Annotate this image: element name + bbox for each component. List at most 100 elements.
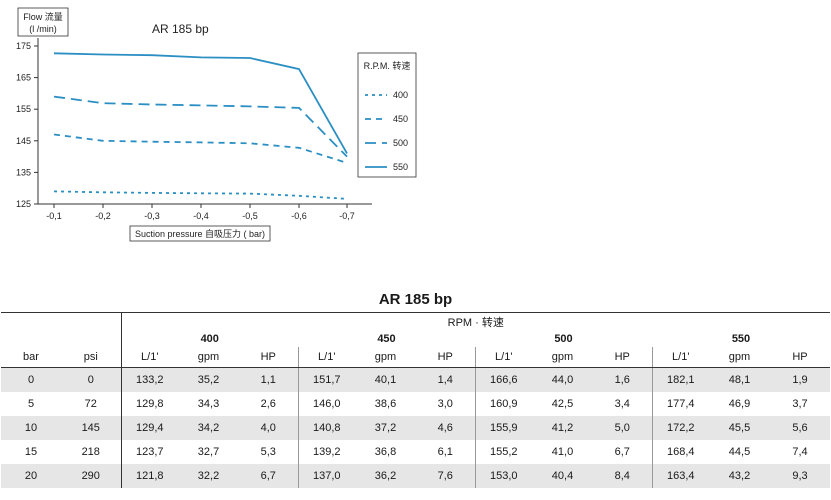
legend-title: R.P.M. 转速 xyxy=(364,60,411,71)
table-cell: 163,4 xyxy=(651,464,709,488)
table-cell: 182,1 xyxy=(651,367,709,392)
table-cell: 0 xyxy=(1,367,61,392)
table-cell: 155,2 xyxy=(474,440,532,464)
col-header-450-l: L/1' xyxy=(297,347,355,368)
rpm-group-500: 500 xyxy=(554,333,573,345)
table-cell: 34,2 xyxy=(178,416,239,440)
table-cell: 48,1 xyxy=(709,367,770,392)
xlabel: Suction pressure 自吸压力 ( bar) xyxy=(135,228,265,239)
table-cell: 8,4 xyxy=(593,464,652,488)
table-cell: 133,2 xyxy=(120,367,178,392)
table-cell: 123,7 xyxy=(120,440,178,464)
table-cell: 7,6 xyxy=(416,464,475,488)
legend-box xyxy=(357,52,417,178)
col-header-psi: psi xyxy=(61,347,121,368)
ylabel-box xyxy=(17,7,69,37)
col-header-500-l: L/1' xyxy=(474,347,532,368)
col-header-400-hp: HP xyxy=(239,347,298,368)
col-header-500-gpm: gpm xyxy=(532,347,593,368)
rpm-group-550: 550 xyxy=(731,333,751,345)
table-cell: 72 xyxy=(84,398,97,410)
col-header-500-hp: HP xyxy=(593,347,652,368)
table-cell: 9,3 xyxy=(770,464,830,488)
x-tick-label: -0,6 xyxy=(291,211,307,221)
table-cell: 3,4 xyxy=(614,398,630,410)
col-header-400-gpm: gpm xyxy=(178,347,239,368)
flow-chart: 175 165 155 145 135 125 -0,1 -0,2 -0,3 -0,4 -0,5 -0… xyxy=(16,7,417,242)
table-cell: 153,0 xyxy=(474,464,532,488)
table-cell: 151,7 xyxy=(297,367,355,392)
table-cell: 44,0 xyxy=(532,367,593,392)
legend-label-550: 550 xyxy=(393,162,408,172)
table-cell: 36,8 xyxy=(374,446,397,458)
xlabel-box xyxy=(129,225,271,242)
col-header-bar: bar xyxy=(1,347,61,368)
table-cell: 290 xyxy=(61,464,121,488)
table-cell: 5,6 xyxy=(770,416,830,440)
x-tick-label: -0,5 xyxy=(242,211,258,221)
table-cell: 35,2 xyxy=(178,367,239,392)
col-header-400-l: L/1' xyxy=(120,347,178,368)
table-cell: 43,2 xyxy=(709,464,770,488)
table-cell: 4,6 xyxy=(416,416,475,440)
x-tick-label: -0,4 xyxy=(193,211,209,221)
chart-title: AR 185 bp xyxy=(152,22,209,36)
table-cell: 3,7 xyxy=(792,398,808,410)
x-tick-label: -0,1 xyxy=(46,211,62,221)
y-tick-label: 155 xyxy=(16,104,31,114)
table-cell: 44,5 xyxy=(728,446,751,458)
table-cell: 2,6 xyxy=(260,398,276,410)
table-cell: 160,9 xyxy=(474,392,532,416)
table-cell: 4,0 xyxy=(239,416,298,440)
table-cell: 37,2 xyxy=(355,416,416,440)
performance-table: RPM · 转速 400 450 500 550 bar psi L/1' gpm HP L/1' g… xyxy=(1,312,830,488)
table-cell: 0 xyxy=(61,367,121,392)
table-cell: 32,7 xyxy=(197,446,220,458)
series-line-450 xyxy=(53,133,348,164)
table-cell: 34,3 xyxy=(197,398,220,410)
table-cell: 3,0 xyxy=(437,398,453,410)
y-tick-label: 165 xyxy=(16,73,31,83)
legend-label-400: 400 xyxy=(393,90,408,100)
table-row: 10 145 129,4 34,2 4,0 140,8 37,2 4,6 155,9 41,2 5,… xyxy=(1,416,830,440)
col-header-450-gpm: gpm xyxy=(355,347,416,368)
table-cell: 146,0 xyxy=(297,392,355,416)
table-cell: 1,6 xyxy=(593,367,652,392)
table-cell: 6,7 xyxy=(614,446,630,458)
table-cell: 5,0 xyxy=(593,416,652,440)
table-cell: 129,8 xyxy=(120,392,178,416)
series-line-550 xyxy=(53,52,348,154)
ylabel-line-1: Flow 流量 xyxy=(23,11,63,22)
table-row: 0 0 133,2 35,2 1,1 151,7 40,1 1,4 166,6 44,0 1,6 18… xyxy=(1,367,830,392)
table-cell: 5,3 xyxy=(260,446,276,458)
table-title: AR 185 bp xyxy=(378,291,453,308)
table-cell: 6,1 xyxy=(437,446,453,458)
rpm-group-400: 400 xyxy=(120,331,298,347)
table-cell: 121,8 xyxy=(120,464,178,488)
rpm-header: RPM · 转速 xyxy=(120,312,830,331)
ylabel-line-2: (l /min) xyxy=(29,24,57,34)
table-cell: 129,4 xyxy=(120,416,178,440)
x-tick-label: -0,3 xyxy=(144,211,160,221)
table-row: 5 72 129,8 34,3 2,6 146,0 38,6 3,0 160,9 42,5 3,4 1… xyxy=(1,392,830,416)
table-cell: 20 xyxy=(1,464,61,488)
table-cell: 6,7 xyxy=(239,464,298,488)
table-cell: 166,6 xyxy=(474,367,532,392)
table-cell: 5 xyxy=(27,398,35,410)
table-cell: 41,2 xyxy=(532,416,593,440)
table-cell: 7,4 xyxy=(792,446,808,458)
table-cell: 1,4 xyxy=(416,367,475,392)
table-cell: 168,4 xyxy=(651,440,709,464)
y-tick-label: 175 xyxy=(16,41,31,51)
col-header-550-hp: HP xyxy=(770,347,830,368)
table-cell: 32,2 xyxy=(178,464,239,488)
table-cell: 10 xyxy=(1,416,61,440)
legend-label-500: 500 xyxy=(393,138,408,148)
table-cell: 41,0 xyxy=(551,446,574,458)
header-blank xyxy=(1,312,121,331)
x-tick-label: -0,2 xyxy=(95,211,111,221)
col-header-450-hp: HP xyxy=(416,347,475,368)
table-cell: 1,9 xyxy=(770,367,830,392)
table-cell: 36,2 xyxy=(355,464,416,488)
table-cell: 177,4 xyxy=(651,392,709,416)
